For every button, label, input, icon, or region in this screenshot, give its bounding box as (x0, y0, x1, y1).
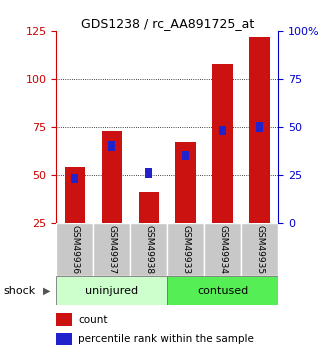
Bar (182, 151, 189, 160)
Bar (219, 126, 226, 135)
Text: GSM49936: GSM49936 (70, 225, 79, 274)
Title: GDS1238 / rc_AA891725_at: GDS1238 / rc_AA891725_at (80, 17, 254, 30)
Bar (241, 223, 278, 276)
Bar (56, 313, 72, 326)
Text: GSM49938: GSM49938 (144, 225, 153, 274)
Text: GSM49933: GSM49933 (181, 225, 190, 274)
Bar (167, 276, 278, 305)
Bar (56, 223, 93, 276)
Bar (65, 167, 85, 223)
Bar (175, 142, 196, 223)
Bar (108, 141, 115, 151)
Bar (56, 276, 167, 305)
Text: count: count (78, 315, 108, 325)
Bar (56, 333, 72, 345)
Bar (93, 223, 130, 276)
Text: GSM49935: GSM49935 (255, 225, 264, 274)
Bar (256, 122, 263, 131)
Bar (130, 223, 167, 276)
Text: percentile rank within the sample: percentile rank within the sample (78, 334, 254, 344)
Bar (167, 223, 204, 276)
Bar (213, 63, 233, 223)
Text: contused: contused (197, 286, 248, 296)
Text: shock: shock (3, 286, 35, 296)
Bar (145, 168, 152, 178)
Text: GSM49937: GSM49937 (107, 225, 116, 274)
Text: ▶: ▶ (43, 286, 51, 296)
Bar (138, 192, 159, 223)
Text: GSM49934: GSM49934 (218, 225, 227, 274)
Bar (204, 223, 241, 276)
Bar (71, 174, 78, 183)
Text: uninjured: uninjured (85, 286, 138, 296)
Bar (249, 37, 270, 223)
Bar (102, 131, 122, 223)
